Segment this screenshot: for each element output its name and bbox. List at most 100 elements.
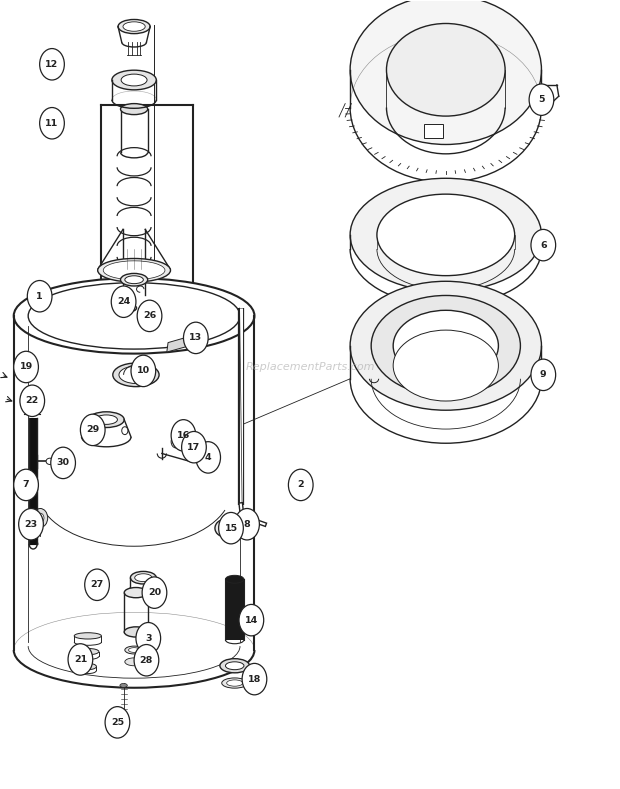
Ellipse shape <box>393 330 498 401</box>
Text: 6: 6 <box>540 241 547 249</box>
Ellipse shape <box>77 649 99 655</box>
Circle shape <box>68 644 93 675</box>
Text: 24: 24 <box>117 297 130 306</box>
FancyBboxPatch shape <box>226 579 244 640</box>
Ellipse shape <box>119 366 153 383</box>
Ellipse shape <box>222 678 247 688</box>
Text: 12: 12 <box>45 60 59 69</box>
Ellipse shape <box>46 458 53 465</box>
Ellipse shape <box>128 648 140 653</box>
Text: 19: 19 <box>19 362 33 372</box>
Circle shape <box>27 281 52 312</box>
Circle shape <box>111 286 136 317</box>
Text: 5: 5 <box>538 95 545 104</box>
Circle shape <box>193 447 197 452</box>
Ellipse shape <box>74 633 102 639</box>
Circle shape <box>134 645 159 676</box>
Ellipse shape <box>96 577 107 586</box>
Circle shape <box>182 432 206 463</box>
Text: 2: 2 <box>298 481 304 489</box>
Circle shape <box>242 664 267 695</box>
Circle shape <box>171 436 181 448</box>
Text: 13: 13 <box>189 334 202 342</box>
Circle shape <box>40 49 64 80</box>
Ellipse shape <box>120 103 148 114</box>
Circle shape <box>85 569 109 600</box>
Text: 15: 15 <box>224 524 237 533</box>
Circle shape <box>14 469 38 501</box>
Polygon shape <box>167 335 193 352</box>
Ellipse shape <box>28 282 240 349</box>
Circle shape <box>14 351 38 383</box>
Text: 8: 8 <box>244 520 250 529</box>
FancyBboxPatch shape <box>29 418 37 544</box>
Ellipse shape <box>350 0 541 144</box>
Ellipse shape <box>121 74 147 86</box>
Ellipse shape <box>220 659 249 673</box>
Ellipse shape <box>130 571 156 584</box>
Text: 28: 28 <box>140 656 153 665</box>
Circle shape <box>531 230 556 261</box>
Circle shape <box>184 322 208 353</box>
Ellipse shape <box>95 415 117 424</box>
Ellipse shape <box>350 282 541 410</box>
Circle shape <box>20 385 45 417</box>
Ellipse shape <box>393 310 498 381</box>
Ellipse shape <box>124 588 148 598</box>
Circle shape <box>40 107 64 139</box>
Text: 20: 20 <box>148 588 161 597</box>
Circle shape <box>131 355 156 387</box>
Circle shape <box>51 447 76 479</box>
Ellipse shape <box>120 683 127 687</box>
Circle shape <box>219 512 243 544</box>
Ellipse shape <box>14 279 254 353</box>
Circle shape <box>137 300 162 331</box>
Text: 17: 17 <box>187 443 201 451</box>
Circle shape <box>531 359 556 391</box>
Ellipse shape <box>119 304 136 312</box>
Circle shape <box>142 577 167 608</box>
Circle shape <box>288 469 313 501</box>
Circle shape <box>235 508 259 540</box>
Ellipse shape <box>226 575 244 583</box>
Text: 16: 16 <box>177 431 190 440</box>
Ellipse shape <box>135 574 152 581</box>
Ellipse shape <box>350 178 541 291</box>
Ellipse shape <box>104 261 165 280</box>
Ellipse shape <box>89 412 124 428</box>
FancyBboxPatch shape <box>424 124 443 138</box>
Ellipse shape <box>118 20 150 34</box>
Circle shape <box>122 427 128 435</box>
Circle shape <box>223 515 235 531</box>
Circle shape <box>37 513 44 522</box>
Ellipse shape <box>125 646 143 654</box>
Ellipse shape <box>120 274 148 286</box>
Ellipse shape <box>226 662 244 670</box>
Ellipse shape <box>125 658 143 666</box>
Ellipse shape <box>393 28 498 111</box>
Circle shape <box>105 707 130 738</box>
Circle shape <box>196 442 221 473</box>
Ellipse shape <box>122 305 133 310</box>
Text: 4: 4 <box>205 453 211 462</box>
Ellipse shape <box>371 295 520 396</box>
Text: 9: 9 <box>540 370 547 380</box>
Text: 21: 21 <box>74 655 87 664</box>
Ellipse shape <box>124 626 148 637</box>
Circle shape <box>239 604 264 636</box>
Ellipse shape <box>219 522 231 533</box>
Text: 7: 7 <box>23 481 29 489</box>
Circle shape <box>188 443 197 454</box>
Ellipse shape <box>215 519 235 537</box>
Circle shape <box>171 420 196 451</box>
Circle shape <box>529 84 554 115</box>
Ellipse shape <box>112 70 156 90</box>
Text: 18: 18 <box>248 675 261 683</box>
Ellipse shape <box>123 22 145 32</box>
Ellipse shape <box>227 680 242 686</box>
Text: 3: 3 <box>145 634 151 643</box>
Text: 26: 26 <box>143 312 156 320</box>
Text: 30: 30 <box>56 458 69 467</box>
Text: 25: 25 <box>111 718 124 727</box>
Ellipse shape <box>98 259 170 282</box>
